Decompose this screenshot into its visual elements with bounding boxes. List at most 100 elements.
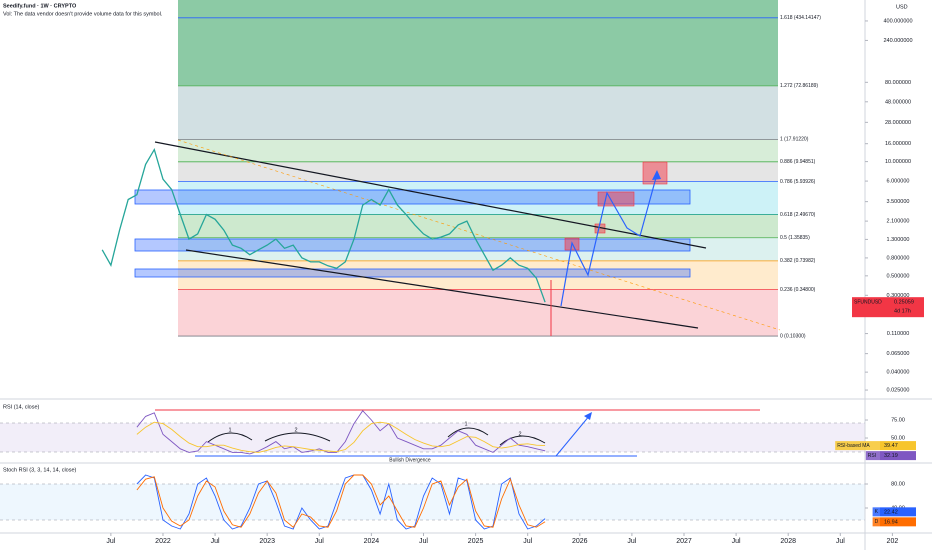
arc [264,432,331,442]
y-tick-label: 16.000000 [885,141,911,147]
arc [447,427,489,438]
fib-zone [178,237,778,261]
y-tick-label: 3.500000 [887,199,910,205]
fib-zone [178,289,778,337]
y-tick-label: 1.300000 [887,237,910,243]
series-tag-value-text: 32.19 [884,453,898,459]
zone-box [134,238,691,252]
x-tick-label: Jul [732,538,741,545]
y-tick-label: 240.000000 [883,38,912,44]
annotation: 1 [464,421,467,427]
fib-label: 0.382 (0.73982) [780,258,816,264]
y-tick-label: 0.065000 [887,351,910,357]
x-tick-label: Jul [836,538,845,545]
arrow-head [584,412,592,420]
y-tick-label: 0.300000 [887,293,910,299]
y-tick-label: 0.025000 [887,388,910,394]
symbol-title: Seedify.fund · 1W · CRYPTO [3,3,77,9]
price-tag [852,297,924,318]
fib-zone [178,260,778,290]
x-tick-label: 2026 [572,538,588,545]
x-tick-label: Jul [106,538,115,545]
target-box [597,191,635,207]
series-tag-value [880,517,916,527]
fib-zone [178,17,778,86]
series-line [136,409,546,455]
series-tag-label: K [875,509,879,515]
y-tick-label: 0.110000 [887,331,910,337]
axes: Jul 2022 Jul 2023 Jul 2024 Jul 2025 Jul 2026 Jul 20… [106,18,924,545]
rsi-title: RSI (14, close) [3,404,40,410]
zone-box [134,189,691,205]
currency: USD [896,4,908,10]
stoch-title: Stoch RSI (3, 3, 14, 14, close) [3,467,77,473]
x-tick-label: Jul [523,538,532,545]
zone-box [134,268,691,278]
series-tag-label: RSI [868,453,876,459]
y-tick-label: 0.500000 [887,273,910,279]
annotation: Bullish Divergence [389,457,431,463]
x-tick-label: Jul [211,538,220,545]
fib-zone [178,181,778,215]
annotation: 2 [294,427,297,433]
x-tick-label: Jul [627,538,636,545]
zone-boxes [134,189,691,278]
rsi-arrow [555,414,591,457]
series-line [136,474,546,528]
y-tick-label: 10.000000 [885,159,911,165]
fib-label: 0.5 (1.35835) [780,235,810,241]
x-tick-label: 2023 [259,538,275,545]
arcs [207,427,546,446]
fib-zone [178,85,778,140]
stoch-band [0,484,865,520]
series-tag-value [880,507,916,517]
fib-label: 0.618 (2.49670) [780,212,816,218]
x-tick-label: Jul [315,538,324,545]
y-tick-label: 400.000000 [883,18,912,24]
y-tick-label: 28.000000 [885,120,911,126]
x-tick-label: 2024 [364,538,380,545]
y-tick-label: 50.00 [891,435,905,441]
series-tag-label: RSI-based MA [837,443,870,449]
series-tag-label: D [875,519,879,525]
projection-path [560,173,658,307]
series-tag-value [880,451,916,461]
series-tag-name [865,451,880,461]
y-tick-label: 48.000000 [885,99,911,105]
y-tick-label: 80.000000 [885,80,911,86]
series-tag-value [880,441,916,451]
y-tick-label: 75.00 [891,417,905,423]
series-tag-name [872,507,880,517]
x-tick-label: 2027 [676,538,692,545]
fib-label: 0.786 (5.93926) [780,179,816,185]
volume-note: Vol: The data vendor doesn't provide vol… [3,11,163,17]
annotation: 1 [228,427,231,433]
plots [101,147,546,530]
x-tick-label: 2025 [468,538,484,545]
series-tag-value-text: 22.42 [884,509,898,515]
symbol-tag: SFUNDUSD [854,300,882,306]
fib-zone [178,139,778,162]
series-line [136,474,546,530]
series-tag-value-text: 16.94 [884,519,898,525]
fib-label: 1.618 (434.14147) [780,15,821,21]
annotation: 2 [518,431,521,437]
x-tick-label: 2028 [780,538,796,545]
fib-label: 0.886 (9.94851) [780,159,816,165]
lower-trendline [185,249,699,329]
y-tick-label: 0.040000 [887,370,910,376]
fib-label: 0.236 (0.34800) [780,287,816,293]
fib-label: 0 (0.10300) [780,333,806,339]
rsi-band [0,423,865,452]
series-tag-name [872,517,880,527]
upper-trendline [154,141,707,249]
y-tick-label: 80.00 [891,481,905,487]
x-tick-label: 202 [887,538,899,545]
target-box [642,161,668,185]
arc [499,435,546,446]
series-tag-name [835,441,880,451]
fib-label: 1 (17.91220) [780,137,809,143]
fib-zone [178,214,778,238]
